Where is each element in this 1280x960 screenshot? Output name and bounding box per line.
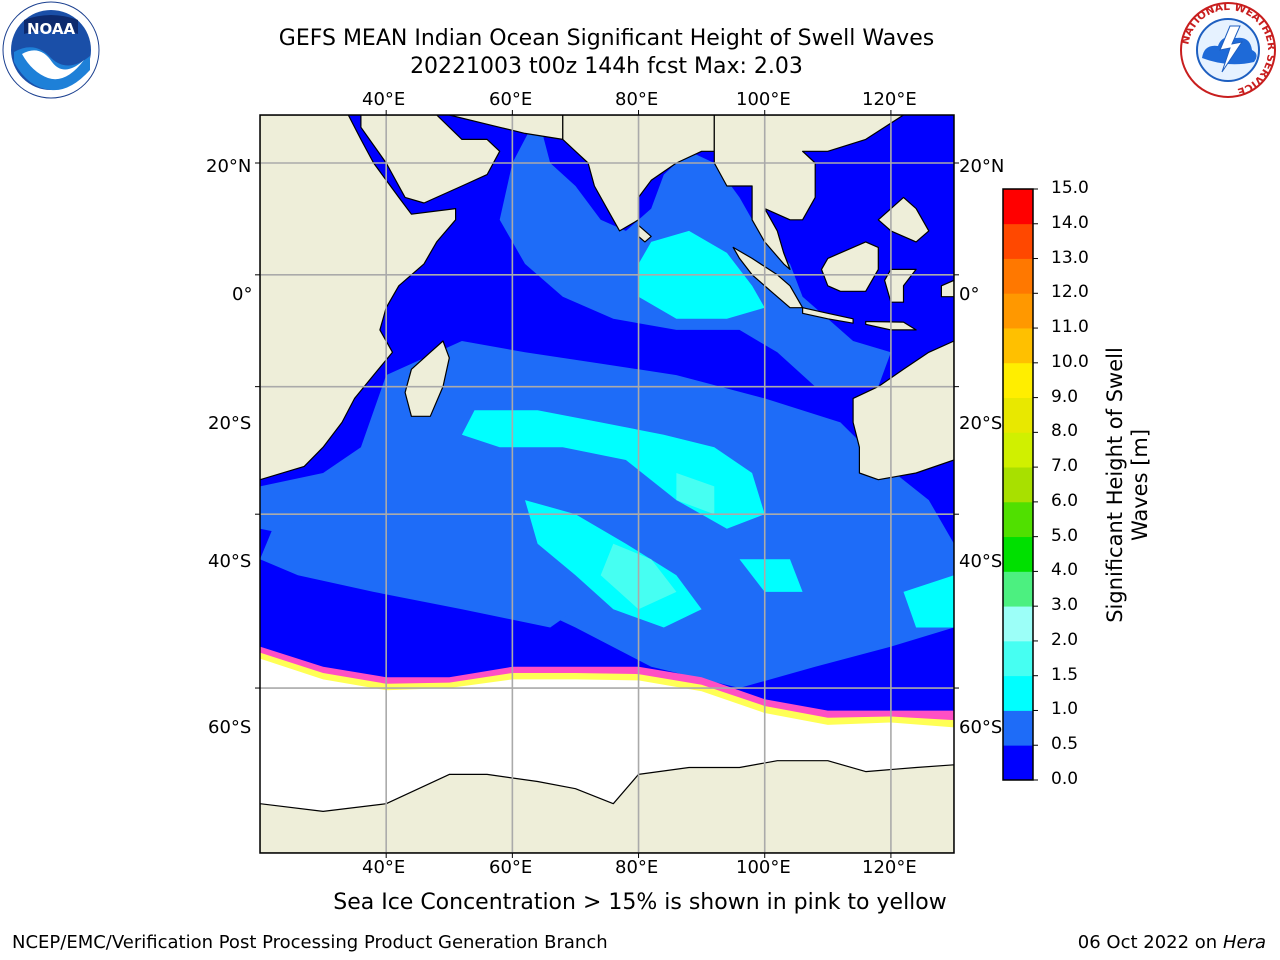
lat-tick-label-left: 40°S [208,551,252,572]
colorbar-tick-label: 3.0 [1051,595,1079,616]
colorbar-segment [1003,362,1033,398]
landmass-madagascar [404,340,450,417]
lon-tick-label-bottom: 100°E [736,857,791,878]
lat-tick-label-right: 20°N [959,156,1005,177]
footer-credit: NCEP/EMC/Verification Post Processing Pr… [12,932,608,953]
lat-tick-label-right: 40°S [959,551,1003,572]
colorbar-segment [1003,710,1033,746]
colorbar-segment [1003,536,1033,572]
lon-tick-label-top: 120°E [862,89,917,110]
colorbar-tick-label: 10.0 [1051,351,1089,372]
colorbar-segment [1003,432,1033,468]
footer-date-text: 06 Oct 2022 on [1077,932,1223,953]
lon-tick-label-top: 40°E [362,89,406,110]
colorbar-label-line1: Significant Height of Swell [1103,347,1127,623]
lon-tick-label-bottom: 40°E [362,857,406,878]
noaa-logo: NOAA [2,1,100,99]
lon-tick-label-bottom: 60°E [489,857,533,878]
chart-title: GEFS MEAN Indian Ocean Significant Heigh… [278,26,935,51]
colorbar-frame [1002,188,1034,781]
lon-tick-label-bottom: 80°E [615,857,659,878]
landmass-seasia [713,115,905,270]
colorbar-tick-label: 7.0 [1051,456,1079,477]
colorbar-segment [1003,293,1033,329]
svg-text:NOAA: NOAA [27,20,76,38]
colorbar-tick-label: 5.0 [1051,525,1079,546]
footer-host: Hera [1222,932,1266,953]
lon-tick-label-top: 60°E [489,89,533,110]
landmass-arabia [360,115,501,204]
colorbar-segment [1003,467,1033,503]
colorbar-label-line2: Waves [m] [1128,428,1152,542]
swell-region-1.5-2.0 [676,473,715,515]
colorbar-segment [1003,675,1033,711]
colorbar-tick-label: 4.0 [1051,560,1079,581]
landmass-iran [448,115,564,140]
swell-region-0.5-1.0 [260,500,601,628]
colorbar-tick-label: 11.0 [1051,317,1089,338]
colorbar-segment [1003,189,1033,225]
colorbar-tick-label: 1.0 [1051,699,1079,720]
colorbar-segment [1003,501,1033,538]
sea-ice-note: Sea Ice Concentration > 15% is shown in … [333,890,947,915]
landmass-java [801,307,854,324]
swell-region-1.0-1.5 [739,559,803,592]
lat-tick-label-left: 60°S [208,717,252,738]
colorbar-tick-label: 6.0 [1051,490,1079,511]
lat-tick-label-right: 0° [959,284,980,305]
colorbar-tick-label: 2.0 [1051,629,1079,650]
landmass-australia [852,340,954,481]
lat-tick-label-left: 20°N [206,156,252,177]
landmass-sulawesi [883,268,917,303]
colorbar-segment [1003,571,1033,607]
lon-tick-label-top: 100°E [736,89,791,110]
swell-region-1.0-1.5 [903,575,954,628]
colorbar-segment [1003,640,1033,677]
colorbar-tick-label: 14.0 [1051,212,1089,233]
colorbar-tick-label: 1.5 [1051,664,1079,685]
colorbar-tick-label: 8.0 [1051,421,1079,442]
colorbar-segment [1003,223,1033,259]
colorbar-segment [1003,745,1033,781]
lat-tick-label-left: 20°S [208,413,252,434]
lat-tick-label-left: 0° [232,284,253,305]
landmass-newguinea [940,279,954,298]
landmass-antarctica [260,760,954,853]
colorbar-label: Significant Height of Swell Waves [m] [1103,347,1153,623]
lon-tick-label-bottom: 120°E [862,857,917,878]
chart-subtitle: 20221003 t00z 144h fcst Max: 2.03 [410,54,803,79]
colorbar-tick-label: 0.0 [1051,769,1079,789]
colorbar-tick-label: 15.0 [1051,178,1089,198]
footer-date: 06 Oct 2022 on Hera [1078,932,1266,953]
colorbar-segment [1003,258,1033,294]
map-frame [259,114,955,854]
landmass-borneo [820,241,879,292]
colorbar-segment [1003,397,1033,433]
landmass-africa [260,115,457,481]
colorbar-tick-label: 0.5 [1051,734,1079,755]
colorbar-tick-label: 12.0 [1051,282,1089,303]
colorbar-segment [1003,606,1033,642]
lon-tick-label-top: 80°E [615,89,659,110]
colorbar-segment [1003,328,1033,364]
lat-tick-label-right: 20°S [959,413,1003,434]
colorbar-tick-label: 13.0 [1051,247,1089,268]
colorbar-tick-label: 9.0 [1051,386,1079,407]
lat-tick-label-right: 60°S [959,717,1003,738]
nws-logo: NATIONAL WEATHER SERVICE [1179,1,1277,98]
